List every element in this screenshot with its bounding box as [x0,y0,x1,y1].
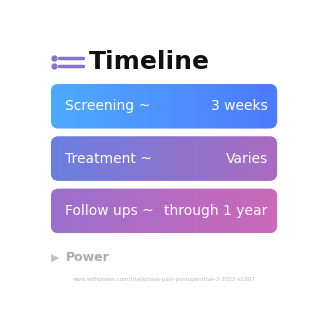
Text: ▶: ▶ [51,253,60,263]
Text: Varies: Varies [226,152,268,165]
Text: Follow ups ~: Follow ups ~ [65,204,154,218]
Text: through 1 year: through 1 year [164,204,268,218]
Text: www.withpower.com/trial/phase-pain-postoperative-3-2022-e1807: www.withpower.com/trial/phase-pain-posto… [73,277,255,282]
Text: Power: Power [66,251,110,265]
Text: Treatment ~: Treatment ~ [65,152,152,165]
Text: Timeline: Timeline [89,50,210,74]
Text: Screening ~: Screening ~ [65,99,150,113]
Text: 3 weeks: 3 weeks [211,99,268,113]
